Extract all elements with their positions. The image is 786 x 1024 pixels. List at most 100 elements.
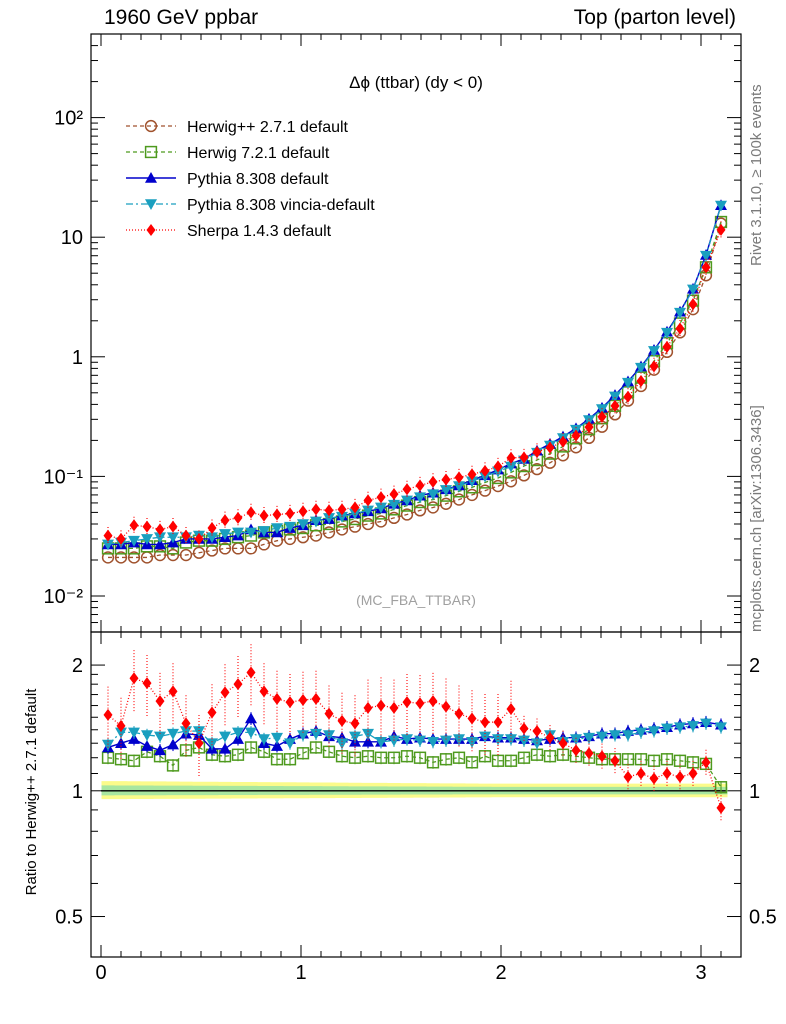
data-point [244,542,258,555]
data-point [259,509,269,522]
ratio-point [363,701,373,714]
legend-marker [144,119,158,133]
data-point [610,399,620,412]
y-tick-label: 1 [72,347,83,369]
ratio-point [220,686,230,699]
data-point [426,501,440,514]
ratio-point [337,714,347,727]
data-point [272,508,282,521]
ratio-point [545,731,555,744]
data-point [493,460,503,473]
ratio-point [128,727,140,739]
ratio-point [387,751,401,764]
data-point [505,461,517,473]
data-point [154,538,166,550]
data-point [415,479,425,492]
data-point [556,449,570,462]
legend: Herwig++ 2.7.1 default Herwig 7.2.1 defau… [126,119,375,240]
series-4 [103,221,726,548]
legend-item: Herwig++ 2.7.1 default [126,119,349,136]
data-point [622,377,634,389]
ratio-point [271,740,283,751]
ratio-point [649,772,659,785]
ratio-point [166,759,180,772]
data-point [675,322,685,335]
ratio-point [558,737,568,750]
ratio-point [701,756,711,769]
legend-item: Pythia 8.308 vincia-default [126,197,375,214]
ratio-point [375,737,387,748]
data-point [192,546,206,559]
y-tick-label: 2 [749,655,760,677]
ratio-point [283,753,297,766]
y-tick-label: 1 [72,781,83,803]
legend-label: Herwig 7.2.1 default [187,145,330,162]
ratio-point [141,730,153,742]
data-point [414,492,426,504]
data-point [597,410,607,423]
ratio-point [491,754,505,767]
ratio-point [674,722,686,734]
legend-marker [145,172,157,183]
ratio-point [715,722,727,734]
legend-marker [144,145,158,159]
ratio-point [441,700,451,713]
ratio-series-3 [103,644,726,822]
data-point [374,515,388,528]
y-tick-label: 10⁻¹ [44,466,84,488]
data-point [142,520,152,533]
ratio-point [284,738,296,750]
ratio-point [311,692,321,705]
data-point [296,531,310,544]
series-line [108,223,722,559]
ratio-point [517,751,531,764]
ratio-frame [90,631,742,958]
data-point [517,469,531,482]
data-point [545,441,555,454]
ratio-point [570,734,582,746]
data-point [530,462,544,476]
ratio-point [245,712,257,724]
data-point [284,521,296,533]
data-point [688,298,698,311]
data-point [439,497,453,510]
data-point [218,542,232,555]
ratio-point [349,731,361,743]
ratio-point [467,712,477,725]
ratio-point [388,735,400,747]
ratio-point [636,767,646,780]
data-point [491,479,505,493]
x-tick-label: 3 [695,962,706,984]
y-tick-label: 10² [54,108,83,130]
data-point [219,529,231,540]
ratio-point [362,735,374,747]
data-point [246,506,256,519]
data-point [389,488,399,501]
data-point [167,532,179,544]
ratio-point [427,737,439,748]
ratio-point [193,726,205,738]
header-right: Top (parton level) [573,6,736,29]
data-point [661,327,673,339]
ratio-point [374,751,388,764]
ratio-point [181,717,191,730]
y-tick-label: 10 [61,227,83,249]
ratio-point [127,754,141,767]
ratio-point [506,702,516,715]
data-point [335,523,349,536]
ratio-point [154,744,166,756]
ratio-point [426,756,440,769]
ratio-point [323,730,335,742]
legend-label: Sherpa 1.4.3 default [187,223,332,240]
ratio-point [219,731,231,743]
data-point [716,223,726,236]
ratio-point [519,722,529,735]
ratio-point [584,747,594,760]
data-point [609,391,621,403]
data-point [401,495,413,507]
legend-marker [146,224,156,236]
data-point [402,483,412,496]
series-line [108,205,722,546]
data-point [271,523,283,535]
plot-title: Δϕ (ttbar) (dy < 0) [349,73,483,92]
